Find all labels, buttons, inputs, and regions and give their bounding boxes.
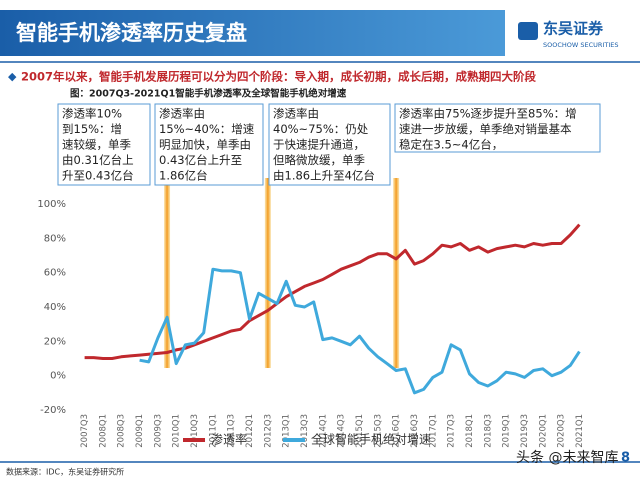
x-tick-label: 2010Q3 xyxy=(190,414,200,448)
chart-title: 图：2007Q3-2021Q1智能手机渗透率及全球智能手机绝对增速 xyxy=(70,88,347,100)
annotation-text: 速进一步放缓，单季绝对销量基本 xyxy=(399,122,572,136)
phase-divider xyxy=(164,178,171,368)
x-tick-label: 2020Q1 xyxy=(538,414,548,448)
x-tick-label: 2009Q1 xyxy=(135,414,145,448)
header-bar xyxy=(0,10,505,56)
annotation-text: 15%~40%：增速 xyxy=(159,122,255,136)
y-tick-label: 80% xyxy=(44,233,66,244)
bullet-icon: ◆ xyxy=(8,70,17,83)
x-tick-label: 2008Q3 xyxy=(117,414,127,448)
x-tick-label: 2018Q1 xyxy=(465,414,475,448)
page-number: 8 xyxy=(621,451,630,466)
y-tick-label: -20% xyxy=(40,405,66,416)
x-tick-label: 2010Q1 xyxy=(172,414,182,448)
source: 数据来源：IDC，东吴证券研究所 xyxy=(6,467,124,477)
phase-divider xyxy=(393,178,400,368)
x-tick-label: 2016Q3 xyxy=(410,414,420,448)
x-tick-label: 2007Q3 xyxy=(80,414,90,448)
x-tick-label: 2016Q1 xyxy=(392,414,402,448)
annotation-text: 渗透率由 xyxy=(273,107,319,121)
annotation-text: 0.43亿台上升至 xyxy=(159,153,242,167)
legend-label: 全球智能手机绝对增速 xyxy=(311,432,431,447)
y-tick-label: 40% xyxy=(44,302,66,313)
header-title: 智能手机渗透率历史复盘 xyxy=(16,21,247,45)
x-tick-label: 2015Q1 xyxy=(355,414,365,448)
logo-icon xyxy=(518,22,538,40)
annotation-text: 由1.86上升至4亿台 xyxy=(273,169,375,183)
x-tick-label: 2018Q3 xyxy=(483,414,493,448)
x-tick-label: 2009Q3 xyxy=(153,414,163,448)
x-tick-label: 2019Q1 xyxy=(502,414,512,448)
x-tick-label: 2020Q3 xyxy=(557,414,567,448)
series-line xyxy=(84,223,581,360)
x-tick-label: 2015Q3 xyxy=(373,414,383,448)
bullet-text: 2007年以来，智能手机发展历程可以分为四个阶段：导入期，成长初期，成长后期，成… xyxy=(21,70,537,84)
annotation-text: 渗透率由75%逐步提升至85%：增 xyxy=(399,107,577,121)
x-tick-label: 2008Q1 xyxy=(98,414,108,448)
annotation-text: 于快速提升通道， xyxy=(273,138,365,152)
x-tick-label: 2017Q3 xyxy=(447,414,457,448)
annotation-text: 速较缓，单季 xyxy=(62,138,131,152)
annotation-text: 到15%：增 xyxy=(62,122,122,136)
x-tick-label: 2017Q1 xyxy=(428,414,438,448)
annotation-box xyxy=(57,103,151,186)
annotation-text: 但略微放缓，单季 xyxy=(273,153,365,167)
x-tick-label: 2011Q3 xyxy=(227,414,237,448)
phase-divider xyxy=(264,178,271,368)
y-tick-label: 0% xyxy=(50,371,66,382)
x-tick-label: 2011Q1 xyxy=(208,414,218,448)
annotation-box xyxy=(268,103,391,186)
x-tick-label: 2014Q1 xyxy=(318,414,328,448)
annotation-text: 明显加快，单季由 xyxy=(159,138,251,152)
annotation-text: 40%~75%：仍处 xyxy=(273,122,369,136)
x-tick-label: 2014Q3 xyxy=(337,414,347,448)
watermark: 头条 @未来智库 xyxy=(516,449,618,466)
annotation-box xyxy=(394,103,601,153)
series-line xyxy=(139,267,581,395)
x-tick-label: 2013Q1 xyxy=(282,414,292,448)
y-tick-label: 60% xyxy=(44,268,66,279)
annotation-text: 渗透率10% xyxy=(62,107,122,121)
annotation-text: 由0.31亿台上 xyxy=(62,153,134,167)
logo-name: 东吴证券 xyxy=(543,20,604,38)
x-tick-label: 2021Q1 xyxy=(575,414,585,448)
y-tick-label: 20% xyxy=(44,336,66,347)
annotation-text: 稳定在3.5~4亿台， xyxy=(399,138,503,152)
annotation-box xyxy=(154,103,264,186)
x-tick-label: 2013Q3 xyxy=(300,414,310,448)
x-tick-label: 2012Q3 xyxy=(263,414,273,448)
annotation-text: 渗透率由 xyxy=(159,107,205,121)
legend-label: 渗透率 xyxy=(211,432,247,447)
y-tick-label: 100% xyxy=(37,199,66,210)
annotation-text: 1.86亿台 xyxy=(159,169,208,183)
x-tick-label: 2019Q3 xyxy=(520,414,530,448)
logo-sub: SOOCHOW SECURITIES xyxy=(543,41,618,49)
x-tick-label: 2012Q1 xyxy=(245,414,255,448)
annotation-text: 升至0.43亿台 xyxy=(62,169,134,183)
